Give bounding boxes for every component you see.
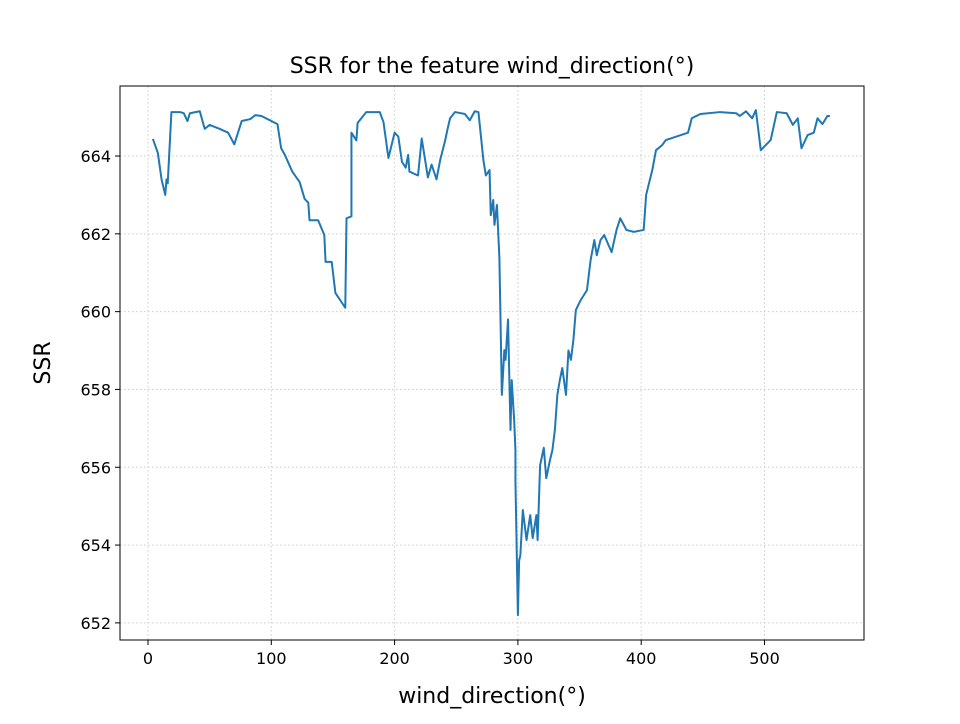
- y-tick-label: 658: [80, 380, 111, 399]
- y-tick-label: 662: [80, 225, 111, 244]
- x-tick-label: 300: [503, 649, 534, 668]
- chart-title: SSR for the feature wind_direction(°): [290, 54, 695, 79]
- y-tick-label: 654: [80, 536, 111, 555]
- y-tick-label: 652: [80, 614, 111, 633]
- x-tick-label: 200: [379, 649, 410, 668]
- y-axis-label: SSR: [31, 341, 56, 384]
- plot-frame: [119, 85, 865, 641]
- x-axis-label: wind_direction(°): [398, 684, 586, 709]
- x-tick-label: 0: [143, 649, 153, 668]
- x-tick-label: 400: [626, 649, 657, 668]
- x-tick-label: 100: [256, 649, 287, 668]
- y-tick-label: 660: [80, 303, 111, 322]
- x-tick-label: 500: [749, 649, 780, 668]
- data-line: [151, 109, 830, 617]
- y-tick-label: 664: [80, 147, 111, 166]
- y-tick-label: 656: [80, 458, 111, 477]
